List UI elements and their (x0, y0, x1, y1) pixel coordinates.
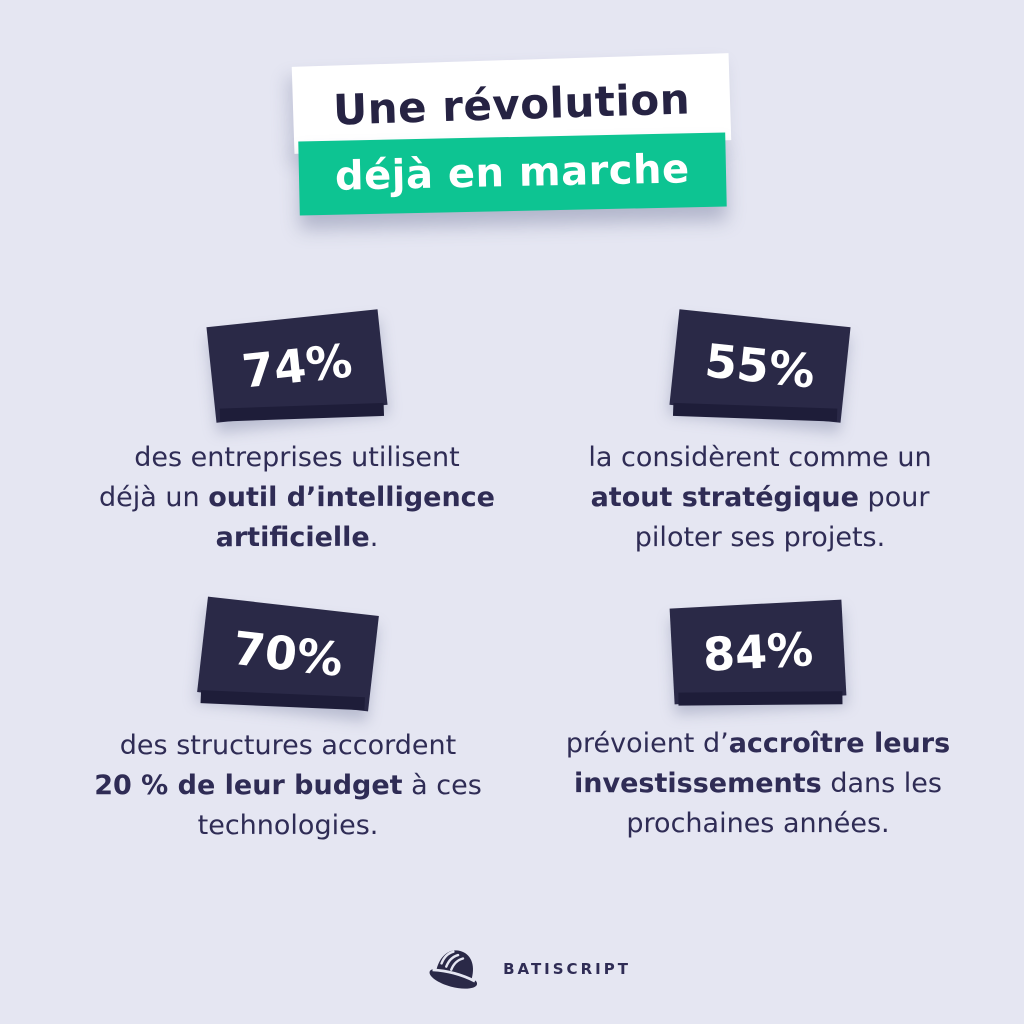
brand-footer: BATISCRIPT (0, 942, 1024, 996)
title-line-1-text: Une révolution (332, 74, 692, 135)
stat-cell-70: 70% des structures accordent 20 % de leur… (58, 596, 518, 846)
stat-text-line: la considèrent comme un (588, 442, 932, 473)
title-line-2: déjà en marche (297, 132, 727, 216)
title-block: Une révolution déjà en marche (0, 53, 1024, 216)
stat-text-line: atout stratégique pour (590, 482, 930, 513)
stat-text-line: piloter ses projets. (634, 522, 886, 553)
stat-text-line: 20 % de leur budget à ces (94, 770, 482, 801)
stat-text-line: des structures accordent (119, 730, 457, 761)
stat-text-line: prévoient d’accroître leurs (565, 728, 951, 759)
stat-value-box: 70% (197, 596, 379, 712)
stat-text-line: déjà un outil d’intelligence (99, 482, 495, 513)
brand-name: BATISCRIPT (503, 960, 631, 978)
stat-value: 74% (239, 333, 355, 399)
stat-text: des entreprises utilisent déjà un outil d… (67, 438, 527, 558)
stat-value: 55% (702, 333, 818, 399)
stat-cell-74: 74% des entreprises utilisent déjà un out… (67, 309, 527, 558)
stat-value-box: 84% (669, 599, 847, 705)
stat-cell-55: 55% la considèrent comme un atout stratég… (530, 309, 990, 558)
stat-value: 84% (701, 622, 815, 682)
stat-text-line: investissements dans les (574, 768, 942, 799)
stat-value: 70% (230, 620, 346, 688)
stat-text-line: des entreprises utilisent (134, 442, 460, 473)
stat-text: des structures accordent 20 % de leur bud… (58, 726, 518, 846)
stat-text: la considèrent comme un atout stratégique… (530, 438, 990, 558)
stat-value-box: 74% (206, 309, 388, 423)
title-line-2-text: déjà en marche (334, 146, 690, 200)
stat-cell-84: 84% prévoient d’accroître leurs investiss… (528, 599, 988, 844)
hard-hat-icon (429, 950, 478, 989)
stat-text-line: artificielle. (215, 522, 379, 553)
stat-text-line: prochaines années. (626, 808, 890, 839)
stat-value-box: 55% (669, 309, 851, 423)
stat-text: prévoient d’accroître leurs investissemen… (528, 724, 988, 844)
stat-text-line: technologies. (197, 810, 379, 841)
